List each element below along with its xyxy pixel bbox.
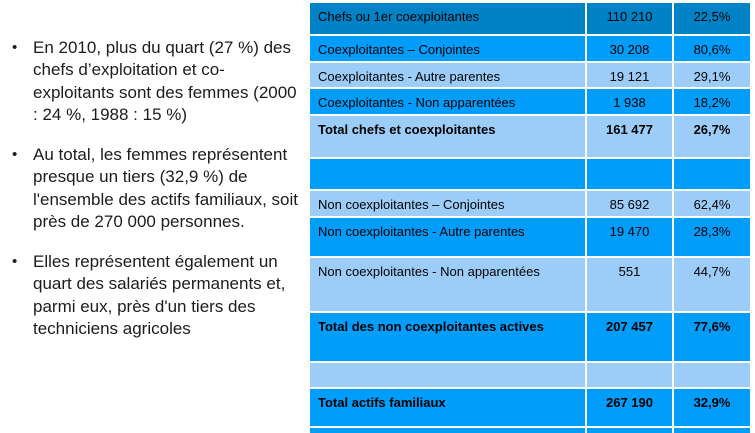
table-spacer-row xyxy=(310,428,750,433)
cell-label: Non coexploitantes – Conjointes xyxy=(310,191,585,216)
cell-value: 19 470 xyxy=(587,218,672,256)
bullet-text: Au total, les femmes représentent presqu… xyxy=(33,145,298,231)
bullet-panel: • En 2010, plus du quart (27 %) des chef… xyxy=(0,0,308,433)
table-row: Total chefs et coexploitantes 161 477 26,7… xyxy=(310,116,750,157)
cell-percent: 44,7% xyxy=(674,258,750,311)
bullet-item: • Au total, les femmes représentent pres… xyxy=(12,144,304,233)
cell-value: 267 190 xyxy=(587,389,672,426)
cell-percent: 77,6% xyxy=(674,313,750,361)
table-row: Chefs ou 1er coexploitantes 110 210 22,5% xyxy=(310,3,750,34)
cell-value: 1 938 xyxy=(587,89,672,114)
cell-percent: 29,1% xyxy=(674,63,750,87)
table-row: Non coexploitantes - Non apparentées 551 4… xyxy=(310,258,750,311)
cell-label xyxy=(310,363,585,387)
table-spacer-row xyxy=(310,363,750,387)
bullet-text: Elles représentent également un quart de… xyxy=(33,252,286,338)
cell-label: Coexploitantes - Autre parentes xyxy=(310,63,585,87)
cell-label: Non coexploitantes - Autre parentes xyxy=(310,218,585,256)
cell-label: Total chefs et coexploitantes xyxy=(310,116,585,157)
cell-label: Coexploitantes – Conjointes xyxy=(310,36,585,61)
cell-value: 19 121 xyxy=(587,63,672,87)
table-row: Non coexploitantes - Autre parentes 19 47… xyxy=(310,218,750,256)
cell-percent xyxy=(674,363,750,387)
cell-percent xyxy=(674,159,750,189)
table-spacer-row xyxy=(310,159,750,189)
table-row: Coexploitantes - Autre parentes 19 121 29,… xyxy=(310,63,750,87)
bullet-item: • Elles représentent également un quart … xyxy=(12,251,304,340)
table-row: Coexploitantes – Conjointes 30 208 80,6% xyxy=(310,36,750,61)
bullet-marker-icon: • xyxy=(12,39,18,56)
bullet-item: • En 2010, plus du quart (27 %) des chef… xyxy=(12,37,304,126)
cell-value: 30 208 xyxy=(587,36,672,61)
cell-percent: 28,3% xyxy=(674,218,750,256)
cell-label: Total des non coexploitantes actives xyxy=(310,313,585,361)
bullet-text: En 2010, plus du quart (27 %) des chefs … xyxy=(33,38,297,124)
cell-value: 161 477 xyxy=(587,116,672,157)
cell-value: 551 xyxy=(587,258,672,311)
cell-label: Chefs ou 1er coexploitantes xyxy=(310,3,585,34)
table-row: Coexploitantes - Non apparentées 1 938 18,… xyxy=(310,89,750,114)
cell-label xyxy=(310,428,585,433)
cell-percent: 18,2% xyxy=(674,89,750,114)
cell-label: Coexploitantes - Non apparentées xyxy=(310,89,585,114)
table-row: Total actifs familiaux 267 190 32,9% xyxy=(310,389,750,426)
stats-table: Chefs ou 1er coexploitantes 110 210 22,5% C… xyxy=(310,3,750,433)
table-row: Total des non coexploitantes actives 207 … xyxy=(310,313,750,361)
cell-percent: 26,7% xyxy=(674,116,750,157)
bullet-marker-icon: • xyxy=(12,146,18,164)
cell-percent: 62,4% xyxy=(674,191,750,216)
cell-label xyxy=(310,159,585,189)
cell-value xyxy=(587,159,672,189)
cell-percent xyxy=(674,428,750,433)
bullet-marker-icon: • xyxy=(12,253,18,271)
cell-value xyxy=(587,428,672,433)
cell-value xyxy=(587,363,672,387)
cell-value: 85 692 xyxy=(587,191,672,216)
cell-label: Non coexploitantes - Non apparentées xyxy=(310,258,585,311)
cell-percent: 22,5% xyxy=(674,3,750,34)
cell-value: 207 457 xyxy=(587,313,672,361)
cell-value: 110 210 xyxy=(587,3,672,34)
cell-percent: 80,6% xyxy=(674,36,750,61)
cell-percent: 32,9% xyxy=(674,389,750,426)
cell-label: Total actifs familiaux xyxy=(310,389,585,426)
table-row: Non coexploitantes – Conjointes 85 692 62,… xyxy=(310,191,750,216)
